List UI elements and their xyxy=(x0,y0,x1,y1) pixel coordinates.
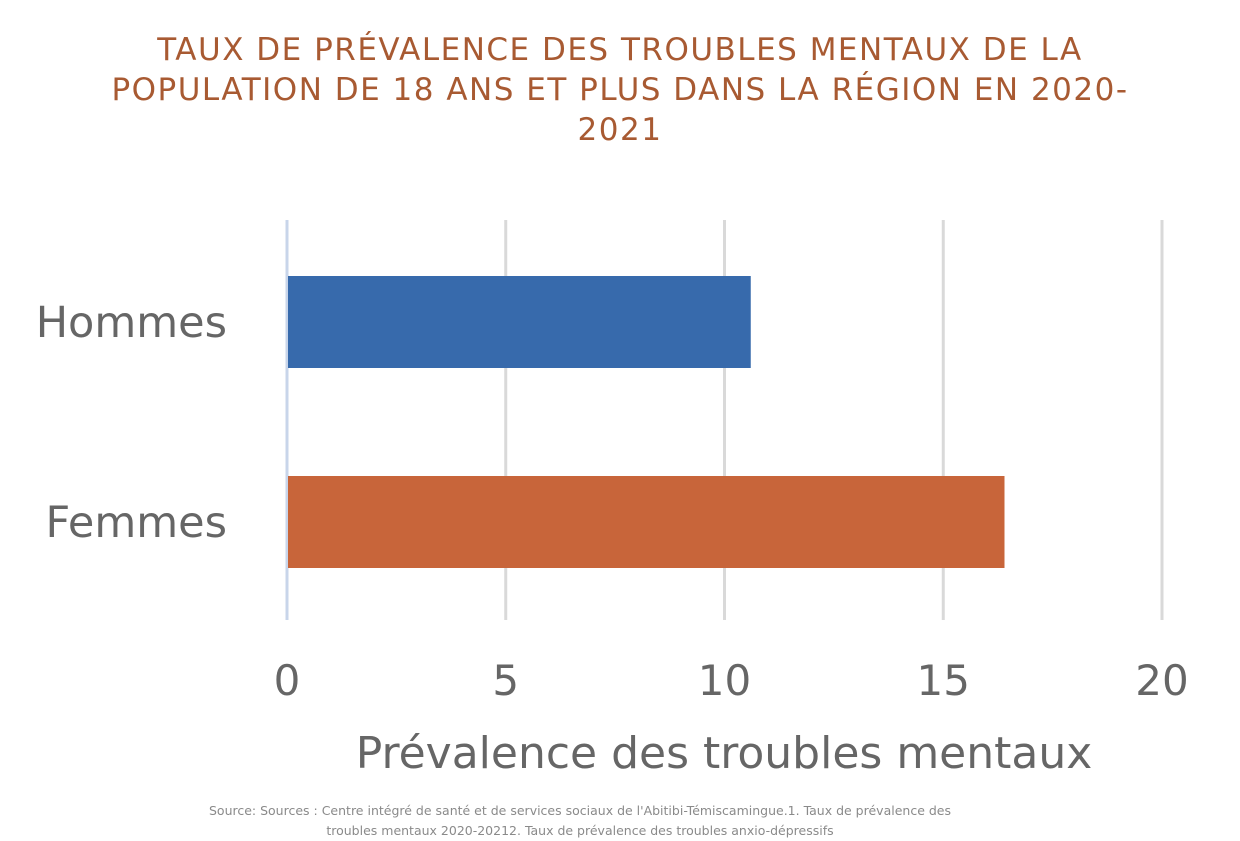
chart-title: TAUX DE PRÉVALENCE DES TROUBLES MENTAUX … xyxy=(111,32,1129,148)
x-tick-label: 5 xyxy=(492,656,519,705)
bars xyxy=(288,276,1005,568)
x-tick-labels: 0 5 10 15 20 xyxy=(274,656,1189,705)
x-tick-label: 15 xyxy=(917,656,970,705)
category-labels: Hommes Femmes xyxy=(36,298,227,548)
bar-hommes xyxy=(288,276,751,368)
source-note: Source: Sources : Centre intégré de sant… xyxy=(208,803,951,838)
category-label: Hommes xyxy=(36,298,227,348)
category-label: Femmes xyxy=(46,498,227,548)
x-tick-label: 20 xyxy=(1135,656,1188,705)
x-tick-label: 0 xyxy=(274,656,301,705)
x-tick-label: 10 xyxy=(698,656,751,705)
x-axis-title: Prévalence des troubles mentaux xyxy=(356,728,1093,779)
bar-femmes xyxy=(288,476,1005,568)
